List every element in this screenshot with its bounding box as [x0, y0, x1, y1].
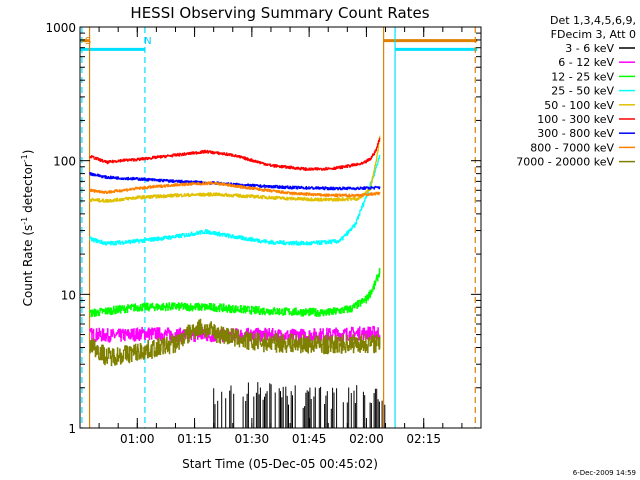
- series-100-300-kev: [89, 137, 381, 171]
- legend-label-7000-20000-kev: 7000 - 20000 keV: [516, 156, 614, 169]
- x-tick-label-02-00: 02:00: [349, 432, 384, 446]
- legend-label-25-50-kev: 25 - 50 keV: [551, 85, 614, 98]
- legend-label-300-800-kev: 300 - 800 keV: [537, 127, 614, 140]
- series-25-50-kev: [89, 154, 381, 246]
- legend-header-line-2: FDecim 3, Att 0: [551, 28, 636, 41]
- series-7000-20000-kev: [89, 318, 381, 367]
- y-tick-label-10: 10: [61, 288, 76, 302]
- y-axis-label: Count Rate (s-1 detector-1): [20, 150, 35, 307]
- legend-header-line-1: Det 1,3,4,5,6,9,: [550, 14, 636, 27]
- annotation-n: N: [144, 36, 151, 47]
- x-tick-label-02-15: 02:15: [406, 432, 441, 446]
- series-300-800-kev: [89, 172, 381, 191]
- series-800-7000-kev: [89, 181, 381, 198]
- x-tick-label-01-30: 01:30: [235, 432, 270, 446]
- legend-label-3-6-kev: 3 - 6 keV: [565, 42, 614, 55]
- series-50-100-kev: [89, 135, 381, 203]
- legend-label-50-100-kev: 50 - 100 keV: [544, 99, 614, 112]
- y-tick-label-1000: 1000: [45, 21, 76, 35]
- chart-title: HESSI Observing Summary Count Rates: [130, 4, 429, 22]
- legend-label-800-7000-kev: 800 - 7000 keV: [530, 141, 614, 154]
- x-axis-label: Start Time (05-Dec-05 00:45:02): [182, 457, 378, 471]
- legend-label-6-12-kev: 6 - 12 keV: [558, 56, 614, 69]
- series-3-6-kev: [213, 382, 386, 428]
- legend-label-12-25-kev: 12 - 25 keV: [551, 70, 614, 83]
- x-tick-label-01-00: 01:00: [120, 432, 155, 446]
- y-tick-label-100: 100: [53, 155, 76, 169]
- timestamp: 6-Dec-2009 14:59: [573, 469, 636, 477]
- y-tick-label-1: 1: [68, 422, 76, 436]
- axes: 1 10 100 1000 01:00 01:15 01:30 01:45 02:00 02:15: [45, 21, 481, 446]
- legend: Det 1,3,4,5,6,9, FDecim 3, Att 0 3 - 6 k…: [516, 14, 636, 169]
- x-tick-label-01-15: 01:15: [177, 432, 212, 446]
- plot-frame: [79, 26, 482, 429]
- annotation-s: S: [85, 36, 91, 47]
- series-12-25-kev: [89, 268, 381, 318]
- legend-label-100-300-kev: 100 - 300 keV: [537, 113, 614, 126]
- x-tick-label-01-45: 01:45: [292, 432, 327, 446]
